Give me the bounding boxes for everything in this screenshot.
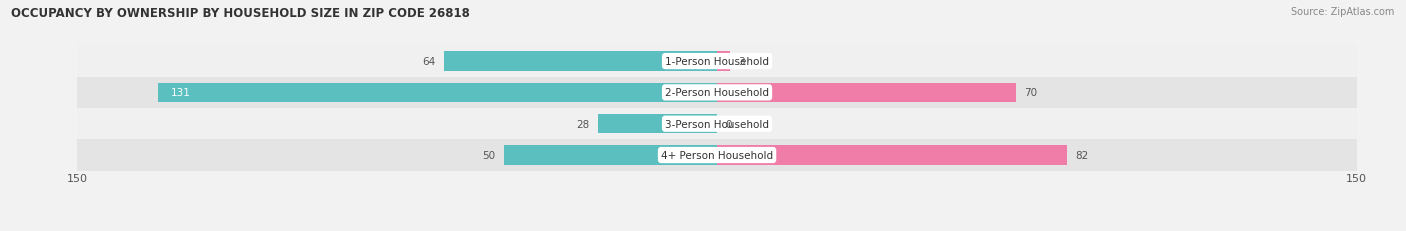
Bar bbox=[77, 77, 1357, 109]
Bar bbox=[444, 52, 717, 71]
Text: 50: 50 bbox=[482, 150, 495, 160]
Text: 3: 3 bbox=[738, 57, 745, 67]
Text: 82: 82 bbox=[1076, 150, 1088, 160]
Bar bbox=[717, 146, 1067, 165]
Bar bbox=[598, 115, 717, 134]
Bar bbox=[503, 146, 717, 165]
Bar bbox=[77, 109, 1357, 140]
Text: Source: ZipAtlas.com: Source: ZipAtlas.com bbox=[1291, 7, 1395, 17]
Bar bbox=[717, 83, 1015, 103]
Text: OCCUPANCY BY OWNERSHIP BY HOUSEHOLD SIZE IN ZIP CODE 26818: OCCUPANCY BY OWNERSHIP BY HOUSEHOLD SIZE… bbox=[11, 7, 470, 20]
Text: 64: 64 bbox=[422, 57, 436, 67]
Bar bbox=[717, 52, 730, 71]
Text: 4+ Person Household: 4+ Person Household bbox=[661, 150, 773, 160]
Text: 0: 0 bbox=[725, 119, 733, 129]
Text: 2-Person Household: 2-Person Household bbox=[665, 88, 769, 98]
Bar bbox=[159, 83, 717, 103]
Bar bbox=[77, 46, 1357, 77]
Text: 1-Person Household: 1-Person Household bbox=[665, 57, 769, 67]
Text: 131: 131 bbox=[172, 88, 191, 98]
Bar bbox=[77, 140, 1357, 171]
Text: 3-Person Household: 3-Person Household bbox=[665, 119, 769, 129]
Text: 28: 28 bbox=[576, 119, 589, 129]
Text: 70: 70 bbox=[1024, 88, 1038, 98]
